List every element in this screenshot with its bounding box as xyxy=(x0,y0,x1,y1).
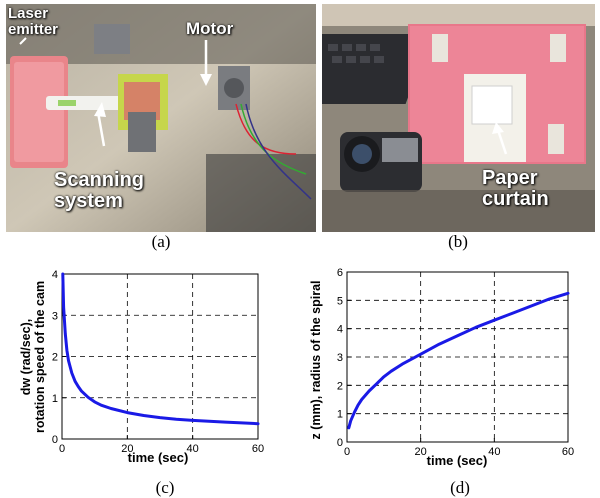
d-xtick-label-3: 60 xyxy=(562,446,574,458)
c-ytick-label-4: 4 xyxy=(52,269,58,281)
caption-c: (c) xyxy=(155,478,175,497)
photo-a-setup: Laser emitter Motor Scanning system xyxy=(6,4,316,232)
label-scanning-system: Scanning system xyxy=(54,169,145,212)
c-ytick-label-2: 2 xyxy=(52,352,58,364)
label-motor: Motor xyxy=(186,19,234,38)
caption-d: (d) xyxy=(450,478,470,497)
chart-c-ylabel-line1: dw (rad/sec), xyxy=(19,319,33,395)
chart-c-ylabel-line2: rotation speed of the cam xyxy=(33,281,47,433)
chart-c-xlabel: time (sec) xyxy=(128,450,189,465)
caption-a: (a) xyxy=(151,232,171,251)
d-xtick-label-2: 40 xyxy=(488,446,500,458)
c-ytick-label-0: 0 xyxy=(52,434,58,446)
label-laser-emitter: Laser emitter xyxy=(8,5,59,38)
c-xtick-label-0: 0 xyxy=(59,443,65,455)
d-xtick-label-1: 20 xyxy=(415,446,427,458)
d-ytick-label-2: 2 xyxy=(337,380,343,392)
d-ytick-label-5: 5 xyxy=(337,295,343,307)
chart-d: z (mm), radius of the spiral time (sec) … xyxy=(309,267,574,468)
d-xtick-label-0: 0 xyxy=(344,446,350,458)
label-paper-curtain: Paper curtain xyxy=(482,167,549,210)
chart-d-xlabel: time (sec) xyxy=(427,453,488,468)
photo-b-drawing xyxy=(322,4,595,232)
c-xtick-label-2: 40 xyxy=(187,443,199,455)
d-ytick-label-4: 4 xyxy=(337,324,343,336)
chart-d-ylabel: z (mm), radius of the spiral xyxy=(309,280,323,439)
c-xtick-label-1: 20 xyxy=(121,443,133,455)
c-series-line-0 xyxy=(61,272,260,426)
c-ytick-label-1: 1 xyxy=(52,393,58,405)
c-ytick-label-3: 3 xyxy=(52,310,58,322)
caption-b: (b) xyxy=(448,232,468,251)
d-series-line-0 xyxy=(347,291,570,430)
d-ytick-label-0: 0 xyxy=(337,437,343,449)
photo-a-drawing xyxy=(6,4,316,232)
d-ytick-label-1: 1 xyxy=(337,409,343,421)
d-ytick-label-3: 3 xyxy=(337,352,343,364)
c-xtick-label-3: 60 xyxy=(252,443,264,455)
chart-c: dw (rad/sec), rotation speed of the cam … xyxy=(19,269,264,465)
photo-b-curtain: Paper curtain xyxy=(322,4,595,232)
d-ytick-label-6: 6 xyxy=(337,267,343,279)
